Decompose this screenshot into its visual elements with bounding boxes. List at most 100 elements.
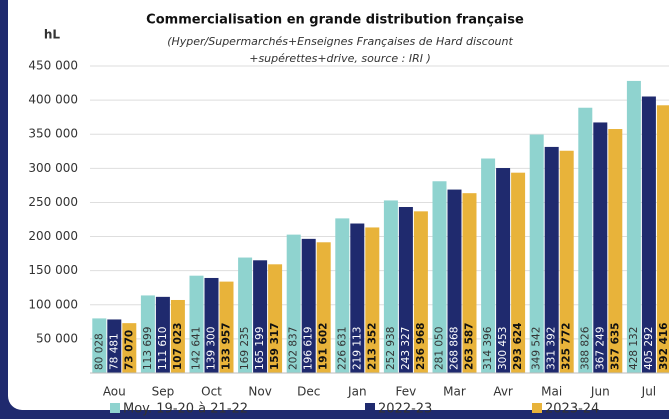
data-label: 133 957 (221, 323, 233, 371)
x-tick-label: Jun (590, 385, 610, 399)
bar (350, 223, 365, 373)
legend-swatch (532, 403, 542, 413)
x-tick-label: Jan (347, 385, 367, 399)
y-tick-label: 450 000 (28, 59, 78, 73)
x-tick-label: Dec (297, 385, 320, 399)
bar (92, 318, 107, 373)
data-label: 293 624 (512, 323, 524, 371)
data-label: 349 542 (531, 327, 543, 370)
data-label: 78 481 (108, 333, 120, 370)
bar (253, 260, 268, 373)
bar (383, 200, 398, 373)
bar (578, 107, 593, 374)
x-tick-label: Nov (248, 385, 271, 399)
data-label: 165 199 (254, 327, 266, 370)
x-tick-label: Jul (641, 385, 656, 399)
y-tick-label: 100 000 (28, 297, 78, 311)
data-label: 73 070 (123, 330, 135, 370)
x-tick-label: Mai (541, 385, 562, 399)
bar (447, 189, 462, 373)
bar (559, 150, 574, 373)
data-label: 331 392 (546, 327, 558, 370)
data-label: 202 837 (288, 327, 300, 370)
data-label: 367 249 (594, 327, 606, 370)
bar (641, 96, 656, 373)
data-label: 111 610 (157, 327, 169, 370)
bar (204, 277, 219, 373)
bar (593, 122, 608, 373)
legend-label: 2022-23 (378, 402, 432, 417)
chart-title: Commercialisation en grande distribution… (146, 13, 524, 28)
data-label: 107 023 (172, 323, 184, 371)
data-label: 388 826 (579, 326, 591, 370)
data-label: 226 631 (336, 327, 348, 370)
bar (432, 181, 447, 373)
x-tick-label: Fev (396, 385, 417, 399)
bar (155, 296, 170, 373)
bar (107, 319, 122, 373)
bar (189, 275, 204, 373)
x-tick-label: Aou (103, 385, 126, 399)
data-label: 392 416 (658, 323, 669, 371)
data-label: 113 699 (142, 327, 154, 370)
bar (316, 242, 331, 373)
data-label: 191 602 (318, 323, 330, 371)
data-label: 213 352 (366, 323, 378, 371)
y-tick-label: 200 000 (28, 229, 78, 243)
y-tick-label: 50 000 (36, 331, 78, 345)
data-label: 314 396 (482, 326, 494, 370)
bar (608, 129, 623, 373)
bar (286, 234, 301, 373)
data-label: 357 635 (609, 323, 621, 371)
data-label: 243 327 (400, 327, 412, 370)
y-tick-label: 300 000 (28, 161, 78, 175)
bar (301, 238, 316, 373)
data-label: 169 235 (239, 327, 251, 370)
bar (170, 299, 185, 373)
data-label: 263 587 (464, 323, 476, 371)
bar (496, 168, 511, 373)
bar (335, 218, 350, 373)
bar (268, 264, 283, 373)
bar (365, 227, 380, 373)
legend-swatch (110, 403, 120, 413)
chart-subtitle: +supérettes+drive, source : IRI ) (249, 52, 431, 65)
bar (626, 80, 641, 374)
y-tick-label: 250 000 (28, 195, 78, 209)
x-tick-label: Avr (493, 385, 513, 399)
data-label: 219 113 (351, 327, 363, 370)
data-label: 300 453 (497, 327, 509, 370)
data-label: 428 132 (628, 327, 640, 370)
x-tick-label: Mar (443, 385, 466, 399)
bar (398, 206, 413, 373)
y-tick-label: 150 000 (28, 263, 78, 277)
data-label: 252 938 (385, 327, 397, 370)
bar (122, 323, 137, 373)
x-tick-label: Oct (201, 385, 222, 399)
bar (140, 295, 155, 373)
bar (544, 146, 559, 373)
data-label: 281 050 (434, 327, 446, 370)
bar (656, 105, 669, 373)
bar (529, 134, 544, 373)
bar (462, 193, 477, 373)
bar (219, 281, 234, 373)
bar (413, 211, 428, 373)
y-axis-label: hL (44, 28, 61, 42)
data-label: 325 772 (561, 323, 573, 371)
data-label: 80 028 (93, 333, 105, 370)
data-label: 139 300 (206, 327, 218, 370)
data-label: 142 641 (191, 327, 203, 370)
legend-swatch (365, 403, 375, 413)
chart-subtitle: (Hyper/Supermarchés+Enseignes Françaises… (167, 35, 513, 48)
data-label: 196 619 (303, 327, 315, 370)
bar (481, 158, 496, 373)
data-label: 268 868 (449, 327, 461, 370)
legend-label: Moy. 19-20 à 21-22 (123, 402, 248, 417)
data-label: 405 292 (643, 327, 655, 370)
y-tick-label: 350 000 (28, 127, 78, 141)
legend-label: 2023-24 (545, 402, 599, 417)
bar (238, 257, 253, 373)
